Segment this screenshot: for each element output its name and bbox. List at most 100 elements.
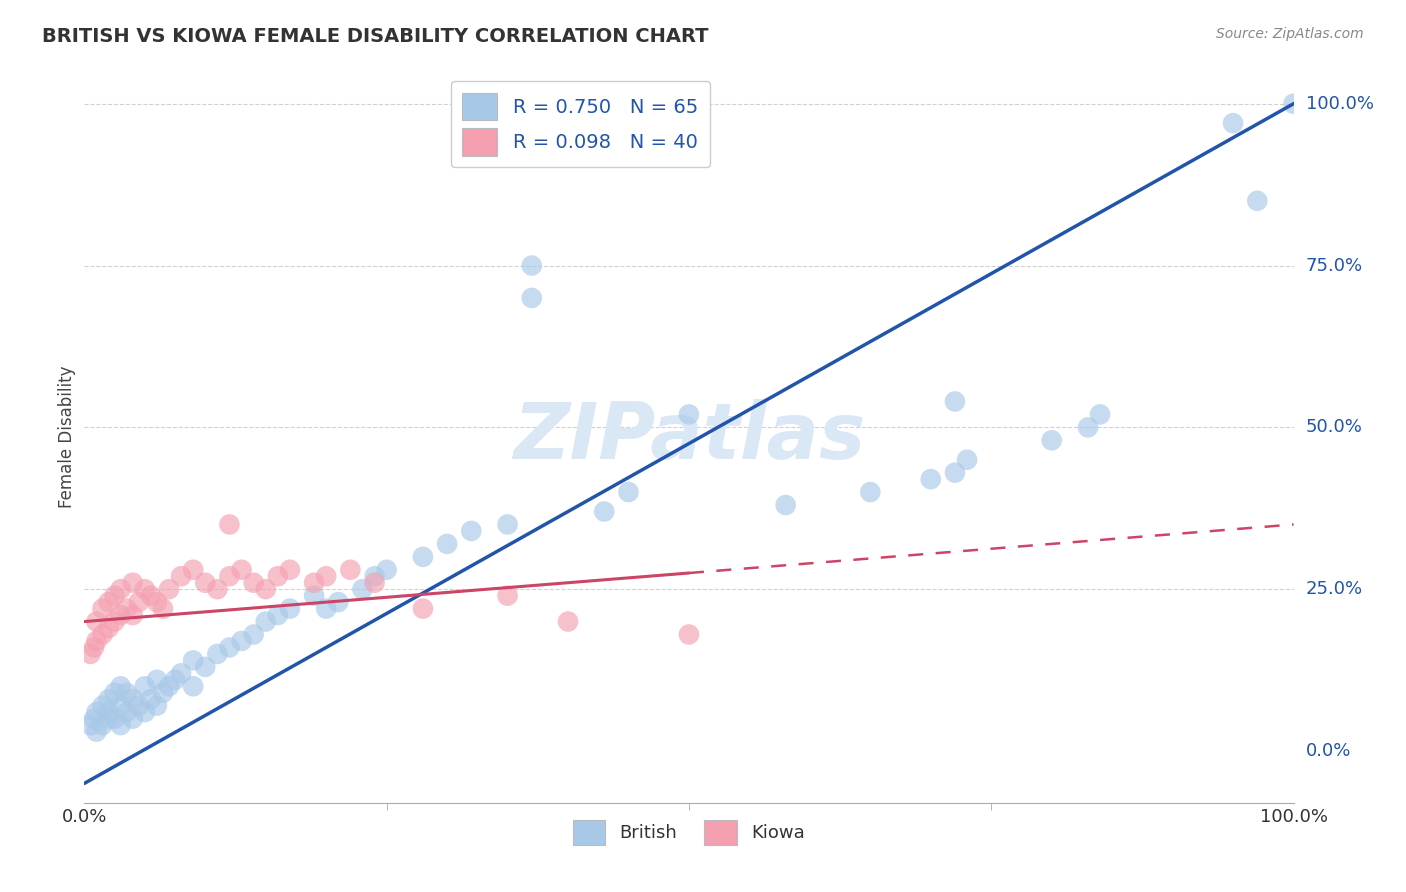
Point bbox=[520, 259, 543, 273]
Point bbox=[121, 608, 143, 623]
Text: 100.0%: 100.0% bbox=[1306, 95, 1374, 112]
Point bbox=[146, 698, 169, 713]
Point bbox=[104, 615, 127, 629]
Point bbox=[139, 589, 162, 603]
Point bbox=[181, 653, 204, 667]
Point bbox=[956, 452, 979, 467]
Point bbox=[128, 595, 150, 609]
Point bbox=[121, 575, 143, 590]
Point bbox=[86, 634, 108, 648]
Text: ZIPatlas: ZIPatlas bbox=[513, 399, 865, 475]
Point bbox=[170, 569, 193, 583]
Point bbox=[86, 705, 108, 719]
Point bbox=[121, 712, 143, 726]
Point bbox=[104, 686, 127, 700]
Point bbox=[181, 679, 204, 693]
Point bbox=[231, 634, 253, 648]
Point bbox=[97, 712, 120, 726]
Point bbox=[254, 582, 277, 597]
Point bbox=[775, 498, 797, 512]
Point bbox=[267, 608, 290, 623]
Point bbox=[412, 601, 434, 615]
Point bbox=[110, 679, 132, 693]
Point bbox=[91, 627, 114, 641]
Point bbox=[352, 582, 374, 597]
Point bbox=[943, 394, 966, 409]
Point bbox=[152, 686, 174, 700]
Point bbox=[254, 615, 277, 629]
Point bbox=[678, 627, 700, 641]
Point bbox=[83, 712, 105, 726]
Point bbox=[1282, 96, 1305, 111]
Point bbox=[115, 705, 138, 719]
Point bbox=[315, 601, 337, 615]
Y-axis label: Female Disability: Female Disability bbox=[58, 366, 76, 508]
Point bbox=[363, 575, 385, 590]
Point bbox=[278, 563, 301, 577]
Point bbox=[97, 692, 120, 706]
Point bbox=[110, 718, 132, 732]
Text: 75.0%: 75.0% bbox=[1306, 257, 1362, 275]
Point bbox=[943, 466, 966, 480]
Point bbox=[436, 537, 458, 551]
Point bbox=[110, 582, 132, 597]
Point bbox=[91, 698, 114, 713]
Text: Source: ZipAtlas.com: Source: ZipAtlas.com bbox=[1216, 27, 1364, 41]
Point bbox=[110, 698, 132, 713]
Point bbox=[146, 673, 169, 687]
Point bbox=[302, 589, 325, 603]
Point bbox=[165, 673, 187, 687]
Point bbox=[146, 595, 169, 609]
Point bbox=[617, 485, 640, 500]
Point bbox=[1040, 434, 1063, 448]
Point bbox=[1222, 116, 1244, 130]
Point bbox=[278, 601, 301, 615]
Point bbox=[302, 575, 325, 590]
Legend: British, Kiowa: British, Kiowa bbox=[565, 813, 813, 852]
Point bbox=[104, 589, 127, 603]
Point bbox=[218, 640, 240, 655]
Point bbox=[218, 517, 240, 532]
Point bbox=[520, 291, 543, 305]
Point bbox=[1088, 408, 1111, 422]
Point bbox=[496, 517, 519, 532]
Point bbox=[412, 549, 434, 564]
Text: 0.0%: 0.0% bbox=[1306, 742, 1351, 760]
Point bbox=[181, 563, 204, 577]
Point bbox=[157, 679, 180, 693]
Point bbox=[86, 615, 108, 629]
Point bbox=[557, 615, 579, 629]
Point bbox=[328, 595, 350, 609]
Point bbox=[139, 692, 162, 706]
Point bbox=[218, 569, 240, 583]
Point bbox=[79, 718, 101, 732]
Point bbox=[207, 582, 229, 597]
Point bbox=[1077, 420, 1099, 434]
Point bbox=[207, 647, 229, 661]
Point bbox=[134, 679, 156, 693]
Point bbox=[170, 666, 193, 681]
Point bbox=[79, 647, 101, 661]
Point bbox=[134, 705, 156, 719]
Point bbox=[859, 485, 882, 500]
Point bbox=[97, 595, 120, 609]
Point bbox=[121, 692, 143, 706]
Point bbox=[496, 589, 519, 603]
Point bbox=[91, 601, 114, 615]
Point bbox=[115, 601, 138, 615]
Point bbox=[115, 686, 138, 700]
Point bbox=[128, 698, 150, 713]
Point bbox=[194, 660, 217, 674]
Point bbox=[91, 718, 114, 732]
Point bbox=[157, 582, 180, 597]
Point bbox=[920, 472, 942, 486]
Point bbox=[104, 712, 127, 726]
Point bbox=[242, 575, 264, 590]
Point bbox=[1246, 194, 1268, 208]
Point bbox=[460, 524, 482, 538]
Point bbox=[86, 724, 108, 739]
Point bbox=[83, 640, 105, 655]
Text: BRITISH VS KIOWA FEMALE DISABILITY CORRELATION CHART: BRITISH VS KIOWA FEMALE DISABILITY CORRE… bbox=[42, 27, 709, 45]
Point bbox=[97, 705, 120, 719]
Point bbox=[152, 601, 174, 615]
